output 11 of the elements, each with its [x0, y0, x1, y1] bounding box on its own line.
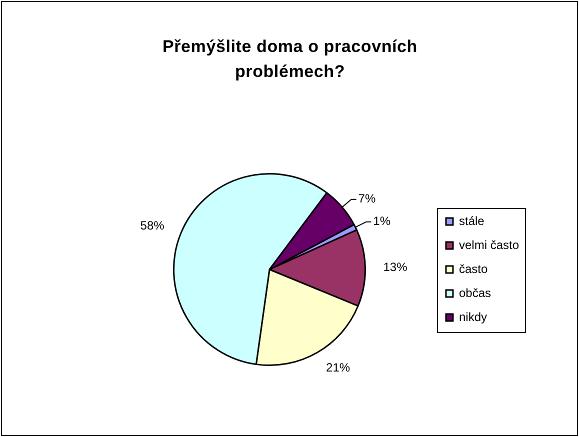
legend-label: často [458, 262, 488, 276]
chart-title: Přemýšlite doma o pracovních problémech? [162, 36, 418, 83]
legend-label: stále [458, 214, 485, 228]
legend-label: velmi často [458, 238, 520, 252]
data-label: 7% [358, 192, 376, 206]
legend-label: občas [458, 286, 492, 300]
data-label: 13% [383, 260, 408, 274]
legend-label: nikdy [458, 310, 487, 324]
data-label: 21% [326, 360, 350, 375]
data-label: 1% [373, 214, 391, 228]
data-label: 58% [140, 218, 165, 232]
